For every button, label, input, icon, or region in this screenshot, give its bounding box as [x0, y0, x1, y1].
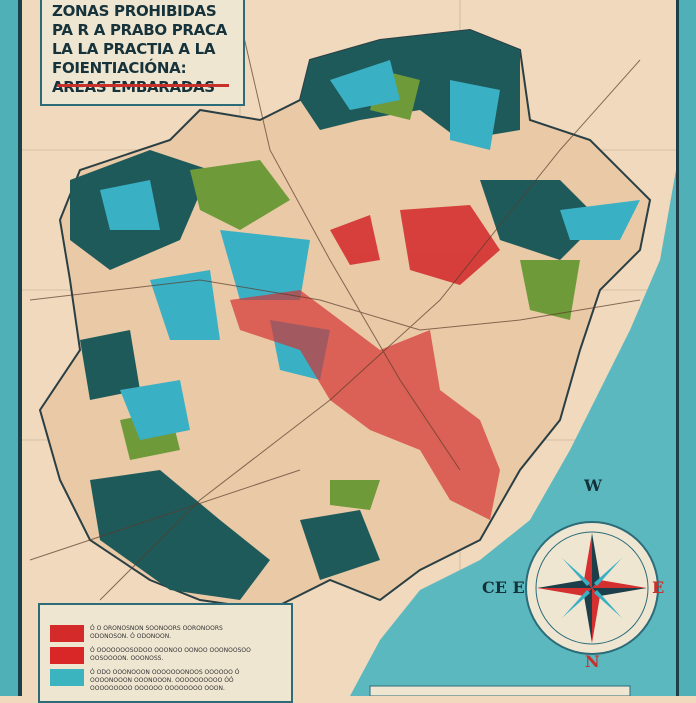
title-underline — [57, 84, 229, 87]
title-line: FOIENTIACIÓNA: — [52, 59, 187, 77]
scale-bar — [369, 685, 631, 696]
legend-item: Ó ODO OOONOOON OOOOOOONOOS OOOOOO Ó OOOO… — [50, 669, 260, 693]
legend-item: Ó O ORONOSNON SOONOORS OORONOORS ODONOSO… — [50, 625, 260, 642]
title-line: AREAS EMBARADAS — [52, 78, 215, 96]
compass-label-south: N — [585, 652, 600, 671]
title-line: PA R A PRABO PRACA — [52, 21, 227, 39]
compass-rose — [525, 521, 659, 655]
legend-swatch-red-emblem — [50, 625, 84, 642]
legend-swatch-cyan — [50, 669, 84, 686]
legend-swatch-red — [50, 647, 84, 664]
compass-label-top: W — [584, 476, 602, 495]
title-box: ZONAS PROHIBIDAS PA R A PRABO PRACA LA L… — [40, 0, 245, 106]
frame-border-left — [0, 0, 22, 696]
legend-text: Ó ODO OOONOOON OOOOOOONOOS OOOOOO Ó OOOO… — [90, 669, 240, 692]
legend-text: Ó O ORONOSNON SOONOORS OORONOORS ODONOSO… — [90, 625, 223, 640]
legend-item: Ó OOOOOOOSODOO OOONOO OONOO OOONOOSOO OO… — [50, 647, 260, 664]
legend: Ó O ORONOSNON SOONOORS OORONOORS ODONOSO… — [38, 603, 293, 703]
title-line: LA LA PRACTIA A LA — [52, 40, 216, 58]
title-line: ZONAS PROHIBIDAS — [52, 2, 217, 20]
compass-label-east: E — [652, 578, 665, 597]
legend-text: Ó OOOOOOOSODOO OOONOO OONOO OOONOOSOO OO… — [90, 647, 251, 662]
frame-border-right — [678, 0, 696, 696]
compass-label-west: CE E — [482, 578, 525, 597]
